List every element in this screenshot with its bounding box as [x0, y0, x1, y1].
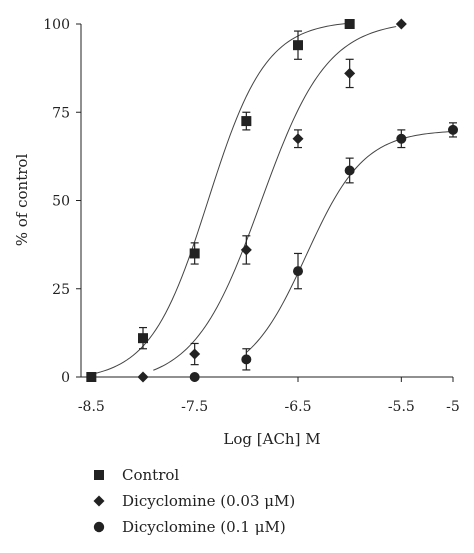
fit-curve-series-1 — [153, 26, 397, 371]
y-tick-label: 75 — [52, 105, 70, 121]
diamond-point — [240, 244, 252, 256]
y-tick-label: 100 — [43, 17, 70, 33]
error-bars — [139, 30, 457, 371]
square-point — [86, 372, 97, 382]
square-point — [189, 248, 200, 259]
diamond-point — [189, 348, 201, 360]
square-point — [138, 333, 148, 344]
legend-label: Dicyclomine (0.03 μM) — [122, 492, 296, 510]
legend-item-dicyclomine-003: Dicyclomine (0.03 μM) — [92, 488, 295, 514]
circle-point — [448, 124, 458, 135]
dose-response-chart: 0 25 50 75 100 -8.5 -7.5 -6.5 -5.5 -5 Log [ACh] M… — [13, 17, 460, 448]
square-point — [344, 19, 355, 29]
x-tick-label: -5.5 — [388, 399, 415, 415]
x-tick-label: -7.5 — [181, 399, 208, 415]
x-tick-label: -5 — [446, 399, 460, 415]
circle-point — [189, 372, 200, 382]
diamond-point — [292, 133, 304, 145]
diamond-point — [344, 67, 356, 79]
x-axis-label: Log [ACh] M — [223, 430, 320, 448]
circle-point — [396, 133, 407, 144]
circle-marker-icon — [93, 521, 105, 533]
fit-curve-series-0 — [91, 22, 350, 375]
square-point — [241, 116, 252, 127]
y-tick-label: 0 — [61, 370, 70, 386]
legend: Control Dicyclomine (0.03 μM) Dicyclomin… — [92, 462, 295, 540]
legend-item-control: Control — [92, 462, 295, 488]
axes: 0 25 50 75 100 -8.5 -7.5 -6.5 -5.5 -5 — [43, 17, 460, 415]
square-point — [293, 40, 303, 51]
diamond-point — [137, 371, 149, 383]
circle-point — [344, 165, 355, 176]
x-tick-label: -8.5 — [78, 399, 105, 415]
diamond-marker-icon — [93, 495, 105, 507]
x-tick-label: -6.5 — [285, 399, 312, 415]
legend-item-dicyclomine-01: Dicyclomine (0.1 μM) — [92, 514, 295, 540]
y-axis-label: % of control — [13, 154, 31, 247]
y-tick-label: 50 — [52, 194, 70, 210]
circle-point — [241, 354, 252, 365]
data-points — [86, 18, 458, 383]
circle-point — [293, 266, 303, 277]
legend-label: Dicyclomine (0.1 μM) — [122, 518, 286, 536]
y-tick-label: 25 — [52, 282, 70, 298]
fit-curves — [91, 22, 454, 375]
diamond-point — [395, 18, 407, 30]
legend-label: Control — [122, 466, 180, 484]
square-marker-icon — [94, 470, 104, 480]
